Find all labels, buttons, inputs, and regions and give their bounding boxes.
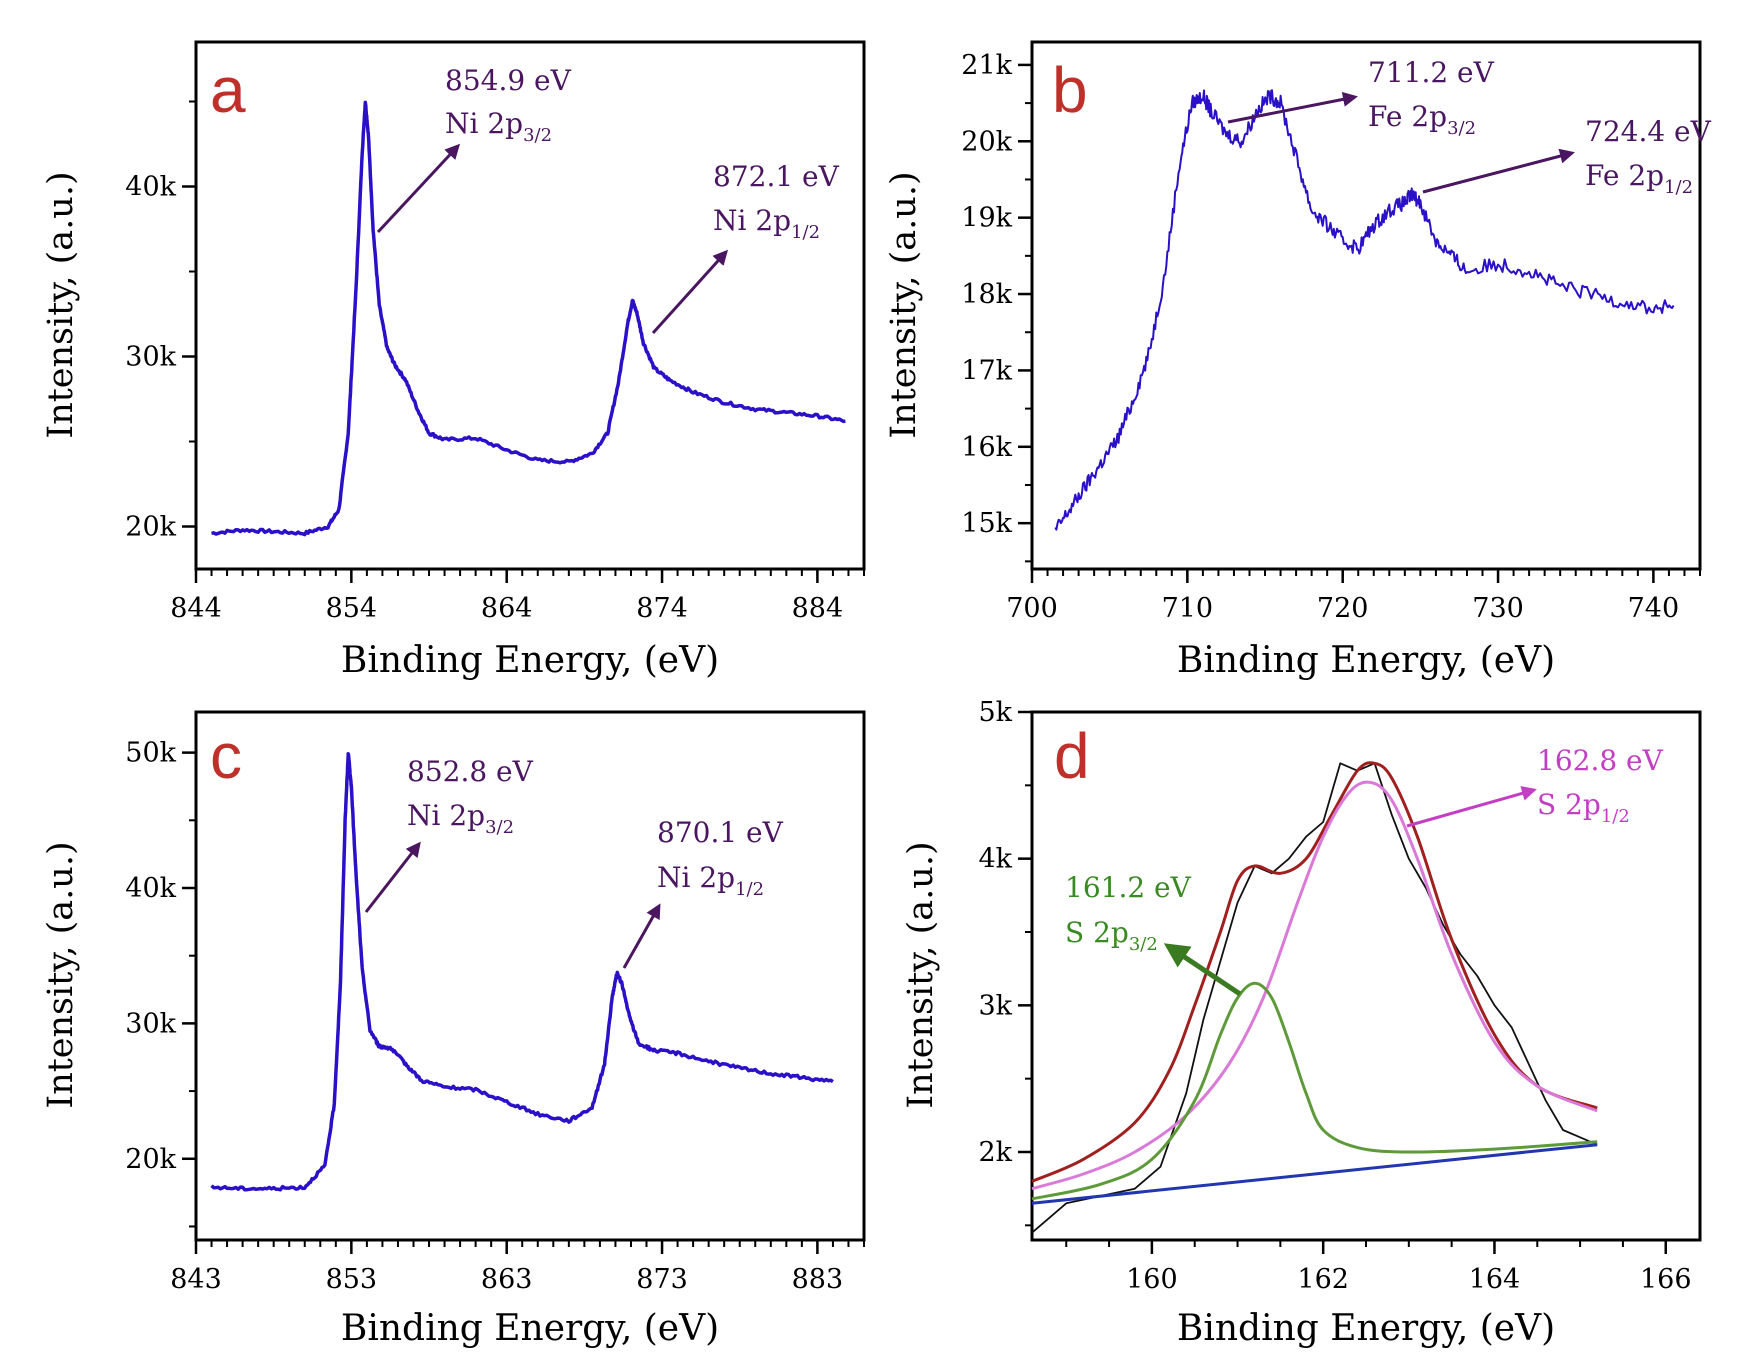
series-line [1031, 981, 1598, 1201]
y-tick-label: 18k [961, 279, 1012, 310]
y-axis-label: Intensity, (a.u.) [41, 841, 81, 1108]
y-tick-label: 5k [978, 697, 1012, 728]
peak-assignment-label: Ni 2p3/2 [445, 107, 552, 146]
peak-arrow [1422, 148, 1575, 194]
peak-arrow [1406, 786, 1537, 828]
y-tick-label: 3k [978, 990, 1012, 1021]
peak-energy-label: 872.1 eV [713, 160, 840, 193]
peak-assignment-label: Ni 2p1/2 [657, 861, 764, 900]
y-tick-label: 40k [125, 873, 176, 904]
peak-energy-label: 854.9 eV [445, 64, 572, 97]
y-tick-label: 21k [961, 50, 1012, 81]
y-tick-label: 40k [125, 172, 176, 203]
panel-letter-d: d [1054, 720, 1090, 792]
peak-energy-label: 724.4 eV [1585, 115, 1712, 148]
x-tick-label: 884 [792, 593, 844, 624]
x-tick-label: 864 [481, 593, 533, 624]
plot-frame [194, 40, 866, 571]
x-tick-label: 730 [1472, 593, 1524, 624]
x-axis-label: Binding Energy, (eV) [341, 1308, 719, 1349]
x-tick-label: 166 [1640, 1264, 1692, 1295]
x-axis-label: Binding Energy, (eV) [1177, 1308, 1555, 1349]
peak-energy-label: 870.1 eV [657, 816, 784, 849]
panel-letter-a: a [210, 54, 246, 126]
peak-arrow [1163, 943, 1242, 997]
peak-energy-label: 711.2 eV [1368, 56, 1495, 89]
x-tick-label: 162 [1297, 1264, 1349, 1295]
x-axis-label: Binding Energy, (eV) [1177, 640, 1555, 681]
y-tick-label: 20k [961, 126, 1012, 157]
peak-assignment-label: S 2p3/2 [1065, 916, 1158, 955]
peak-assignment-label: Ni 2p3/2 [407, 799, 514, 838]
series-line [1031, 780, 1598, 1191]
peak-arrow [651, 249, 729, 335]
series-line [211, 100, 846, 537]
x-tick-label: 853 [326, 1264, 378, 1295]
peak-energy-label: 162.8 eV [1537, 744, 1664, 777]
peak-assignment-label: S 2p1/2 [1537, 788, 1630, 827]
series-line [1031, 1143, 1598, 1205]
plot-frame [194, 710, 866, 1242]
x-tick-label: 164 [1469, 1264, 1521, 1295]
panel-a: 844 854 864 874 884 20k 30k 40k a Intensity, (a… [41, 40, 866, 681]
series-line [210, 752, 834, 1192]
y-axis-label: Intensity, (a.u.) [901, 841, 941, 1108]
x-tick-label: 844 [170, 593, 222, 624]
y-tick-label: 15k [961, 508, 1012, 539]
x-tick-label: 740 [1628, 593, 1680, 624]
x-tick-label: 874 [636, 593, 688, 624]
x-tick-label: 863 [481, 1264, 533, 1295]
x-tick-label: 160 [1126, 1264, 1178, 1295]
y-tick-label: 20k [125, 1144, 176, 1175]
y-tick-label: 30k [125, 1008, 176, 1039]
peak-arrow [364, 841, 421, 913]
x-tick-label: 843 [170, 1264, 222, 1295]
peak-assignment-label: Fe 2p1/2 [1585, 159, 1693, 198]
x-tick-label: 710 [1162, 593, 1214, 624]
series-line [1031, 762, 1598, 1234]
y-tick-label: 50k [125, 738, 176, 769]
panel-c: 843 853 863 873 883 20k 30k 40k 50k c Intensity,… [41, 710, 866, 1349]
y-tick-label: 20k [125, 512, 176, 543]
y-axis-label: Intensity, (a.u.) [41, 171, 81, 438]
series-line [1031, 761, 1598, 1183]
panel-letter-b: b [1052, 54, 1088, 126]
plot-frame [1030, 40, 1702, 571]
panel-b: 700 710 720 730 740 15k 16k 17k 18k 19k 20k 21k b I… [884, 40, 1712, 681]
y-tick-label: 30k [125, 342, 176, 373]
x-tick-label: 883 [792, 1264, 844, 1295]
peak-arrow [376, 143, 461, 234]
y-tick-label: 2k [978, 1137, 1012, 1168]
peak-assignment-label: Fe 2p3/2 [1368, 100, 1476, 139]
x-tick-label: 700 [1006, 593, 1058, 624]
x-tick-label: 854 [326, 593, 378, 624]
panel-d: 160 162 164 166 2k 3k 4k 5k d Intensity, (a.u.)… [901, 697, 1702, 1349]
y-tick-label: 17k [961, 355, 1012, 386]
x-tick-label: 873 [636, 1264, 688, 1295]
y-tick-label: 4k [978, 844, 1012, 875]
peak-energy-label: 161.2 eV [1065, 871, 1192, 904]
y-axis-label: Intensity, (a.u.) [884, 171, 924, 438]
y-tick-label: 16k [961, 432, 1012, 463]
peak-energy-label: 852.8 eV [407, 755, 534, 788]
panel-letter-c: c [210, 720, 242, 792]
x-axis-label: Binding Energy, (eV) [341, 640, 719, 681]
peak-arrow [1227, 91, 1358, 124]
peak-arrow [622, 903, 661, 969]
y-tick-label: 19k [961, 203, 1012, 234]
series-line [1054, 89, 1675, 531]
peak-assignment-label: Ni 2p1/2 [713, 204, 820, 243]
x-tick-label: 720 [1317, 593, 1369, 624]
